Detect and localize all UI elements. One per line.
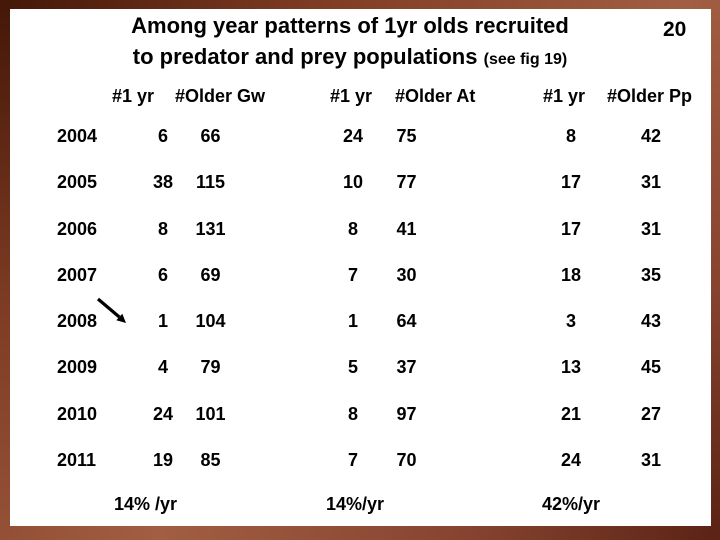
data-cell: 77 xyxy=(396,172,417,193)
data-cell: 24 xyxy=(342,126,364,146)
slide-title: Among year patterns of 1yr olds recruite… xyxy=(90,10,610,75)
data-cell: 66 xyxy=(200,126,221,146)
data-cell: 104 xyxy=(195,311,226,332)
annotation-arrow-icon xyxy=(96,297,126,323)
data-cell: 3 xyxy=(565,311,576,332)
row-year-label: 2010 xyxy=(57,403,98,424)
data-cell: 31 xyxy=(640,450,662,471)
data-cell: 27 xyxy=(640,403,662,424)
data-cell: 115 xyxy=(195,172,226,193)
data-cell: 37 xyxy=(396,357,417,378)
data-cell: 8 xyxy=(565,126,576,146)
row-year-label: 2005 xyxy=(57,172,98,193)
data-cell: 8 xyxy=(347,403,358,424)
data-cell: 21 xyxy=(560,403,582,424)
data-cell: 8 xyxy=(347,218,358,239)
row-year-label: 2011 xyxy=(57,450,97,471)
slide-title-line1: Among year patterns of 1yr olds recruite… xyxy=(131,13,569,38)
slide-title-line2: to predator and prey populations (see fi… xyxy=(132,44,568,69)
row-year-label: 2007 xyxy=(57,264,98,285)
data-cell: 69 xyxy=(200,264,221,285)
data-cell: 97 xyxy=(396,403,417,424)
data-column-1yr-pp: 8 17 17 18 3 13 21 24 xyxy=(541,113,601,483)
data-cell: 17 xyxy=(560,218,582,239)
data-cell: 18 xyxy=(560,264,582,285)
data-column-1yr-at: 24 10 8 7 1 5 8 7 xyxy=(323,113,383,483)
data-cell: 75 xyxy=(396,126,417,146)
title-figure-note: (see fig 19) xyxy=(483,51,568,68)
data-cell: 85 xyxy=(200,450,221,471)
data-cell: 101 xyxy=(195,403,226,424)
column-header-1yr-pp: #1 yr xyxy=(543,86,586,106)
column-header-1yr-at: #1 yr xyxy=(330,86,373,106)
data-cell: 31 xyxy=(640,218,662,239)
data-cell: 17 xyxy=(560,172,582,193)
year-column: 2004 2005 2006 2007 2008 2009 2010 2011 xyxy=(57,113,97,483)
rate-label-at: 14%/yr xyxy=(326,494,385,514)
data-column-older-pp: 42 31 31 35 43 45 27 31 xyxy=(621,113,681,483)
data-cell: 31 xyxy=(640,172,662,193)
data-cell: 45 xyxy=(640,357,662,378)
slide-number: 20 xyxy=(663,18,687,41)
data-column-older-at: 75 77 41 30 64 37 97 70 xyxy=(376,113,437,483)
data-cell: 24 xyxy=(560,450,582,471)
data-cell: 7 xyxy=(347,264,358,285)
data-column-older-gw: 66 115 131 69 104 79 101 85 xyxy=(180,113,241,483)
data-cell: 131 xyxy=(195,218,226,239)
data-cell: 7 xyxy=(347,450,358,471)
rate-label-gw: 14% /yr xyxy=(114,494,178,514)
data-cell: 5 xyxy=(347,357,358,378)
row-year-label: 2008 xyxy=(57,311,98,332)
column-header-older-at: #Older At xyxy=(395,86,476,106)
column-header-older-pp: #Older Pp xyxy=(607,86,693,106)
row-year-label: 2006 xyxy=(57,218,98,239)
row-year-label: 2009 xyxy=(57,357,98,378)
data-cell: 41 xyxy=(396,218,417,239)
data-cell: 79 xyxy=(200,357,221,378)
data-cell: 42 xyxy=(640,126,662,146)
data-cell: 70 xyxy=(396,450,417,471)
data-cell: 30 xyxy=(396,264,417,285)
column-header-1yr-gw: #1 yr xyxy=(112,86,155,106)
row-year-label: 2004 xyxy=(57,126,98,146)
data-cell: 10 xyxy=(342,172,364,193)
data-cell: 35 xyxy=(640,264,662,285)
rate-label-pp: 42%/yr xyxy=(542,494,601,514)
column-header-older-gw: #Older Gw xyxy=(175,86,266,106)
data-cell: 1 xyxy=(347,311,358,332)
data-cell: 64 xyxy=(396,311,417,332)
data-cell: 43 xyxy=(640,311,662,332)
data-cell: 13 xyxy=(560,357,582,378)
